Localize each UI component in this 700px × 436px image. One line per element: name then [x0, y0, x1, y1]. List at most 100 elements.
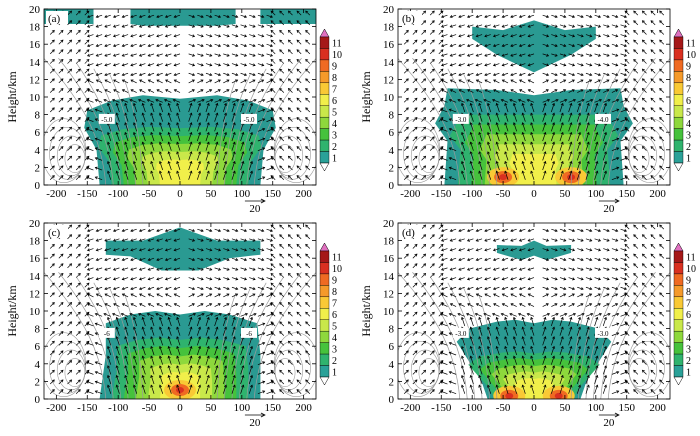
wind-vector: [542, 277, 549, 280]
wind-vector: [205, 356, 210, 365]
wind-vector-head: [287, 126, 291, 130]
wind-vector-head: [201, 98, 205, 102]
wind-vector-head: [641, 136, 645, 140]
wind-vector-head: [475, 287, 479, 291]
wind-vector-head: [226, 277, 230, 281]
wind-vector: [633, 68, 639, 74]
x-tick-label: 200: [295, 188, 312, 200]
wind-vector-head: [431, 146, 435, 150]
wind-vector-head: [77, 88, 81, 91]
wind-vector-head: [296, 331, 300, 334]
wind-vector: [522, 171, 526, 180]
wind-vector-head: [440, 166, 444, 170]
wind-vector-head: [414, 272, 418, 276]
wind-vector-head: [504, 112, 508, 116]
wind-vector-head: [77, 253, 81, 257]
wind-vector: [585, 385, 590, 394]
wind-vector-head: [510, 303, 514, 307]
wind-vector-head: [440, 146, 444, 150]
wind-vector-head: [86, 126, 90, 130]
wind-vector: [559, 99, 567, 103]
wind-vector: [642, 379, 647, 385]
wind-vector: [467, 248, 474, 251]
wind-vector-head: [616, 351, 620, 355]
wind-vector: [266, 72, 273, 76]
wind-vector-head: [518, 267, 522, 271]
wind-vector: [124, 317, 129, 327]
wind-vector: [519, 34, 526, 37]
wind-vector: [633, 379, 639, 385]
wind-vector-head: [440, 369, 444, 373]
wind-vector: [559, 385, 564, 394]
upper-anvil-region: [496, 240, 572, 260]
wind-vector: [67, 146, 72, 151]
wind-vector-head: [633, 58, 637, 62]
wind-vector: [107, 375, 112, 385]
wind-vector: [611, 89, 618, 93]
wind-vector-head: [147, 267, 151, 271]
wind-vector-head: [633, 263, 637, 267]
wind-vector-head: [414, 146, 418, 150]
wind-vector-head: [51, 136, 55, 140]
wind-vector: [104, 286, 111, 290]
wind-vector-head: [641, 117, 645, 120]
wind-vector: [502, 63, 509, 66]
wind-vector: [249, 14, 256, 18]
wind-vector-head: [650, 165, 654, 169]
wind-vector-head: [86, 146, 90, 150]
wind-vector: [493, 248, 500, 251]
wind-vector-head: [405, 311, 409, 315]
wind-vector-head: [192, 14, 196, 19]
wind-vector: [421, 165, 426, 171]
wind-vector-head: [215, 170, 219, 174]
wind-vector-head: [431, 165, 435, 169]
wind-vector-head: [191, 293, 195, 297]
wind-vector: [493, 24, 500, 28]
wind-vector-head: [414, 175, 418, 179]
wind-vector-head: [624, 58, 628, 62]
wind-vector-head: [86, 311, 90, 315]
wind-vector-head: [244, 312, 249, 316]
wind-vector-head: [527, 293, 531, 297]
wind-vector: [95, 361, 103, 366]
wind-vector-head: [287, 340, 291, 344]
wind-vector: [248, 122, 253, 132]
wind-vector-head: [492, 238, 497, 242]
wind-vector: [530, 122, 535, 132]
wind-vector: [214, 43, 221, 47]
wind-vector: [174, 43, 181, 47]
wind-vector-head: [440, 107, 444, 111]
wind-vector: [603, 99, 611, 103]
wind-vector: [458, 257, 465, 261]
wind-vector: [214, 356, 218, 365]
wind-vector-head: [241, 141, 245, 145]
wind-vector: [205, 89, 212, 93]
wind-vector: [231, 89, 238, 93]
wind-vector-head: [206, 355, 210, 359]
wind-vector-head: [86, 20, 90, 24]
wind-vector-head: [112, 258, 117, 262]
wind-vector: [95, 352, 103, 356]
wind-vector-head: [206, 316, 210, 320]
wind-vector: [84, 10, 90, 16]
wind-vector: [421, 146, 426, 151]
x-tick-label: 0: [531, 402, 537, 414]
wind-vector: [58, 30, 64, 35]
wind-vector: [279, 253, 285, 259]
wind-vector-head: [616, 390, 620, 394]
wind-vector-head: [156, 248, 160, 252]
colorbar-segment: [319, 273, 330, 286]
wind-vector: [257, 313, 265, 317]
wind-vector: [214, 293, 221, 298]
wind-vector: [403, 369, 409, 375]
wind-vector: [139, 277, 146, 280]
wind-vector: [496, 151, 500, 161]
wind-vector-head: [176, 336, 180, 340]
contour-label: -6: [246, 330, 252, 338]
wind-vector-head: [86, 24, 91, 28]
wind-vector: [522, 356, 526, 365]
wind-vector: [470, 346, 474, 356]
panel-label-box: [400, 11, 422, 24]
wind-vector: [522, 317, 526, 327]
wind-vector-head: [137, 98, 142, 102]
